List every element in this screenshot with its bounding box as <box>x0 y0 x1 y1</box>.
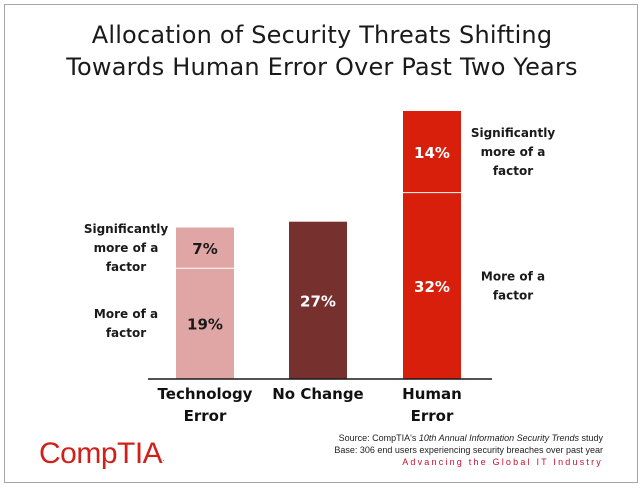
side-label: factor <box>493 288 533 302</box>
category-label: No Change <box>272 385 363 403</box>
source-note: Source: CompTIA's 10th Annual Informatio… <box>334 432 603 456</box>
source-prefix: Source: CompTIA's <box>338 433 419 443</box>
side-label: Significantly <box>471 126 556 140</box>
data-label: 27% <box>300 292 336 310</box>
bar-segment <box>403 111 461 193</box>
data-label: 7% <box>192 240 217 258</box>
slide: Allocation of Security Threats Shifting … <box>4 4 638 483</box>
chart-title: Allocation of Security Threats Shifting … <box>5 19 639 83</box>
side-label: factor <box>106 326 146 340</box>
category-label: Technology <box>158 385 253 403</box>
side-label: factor <box>106 260 146 274</box>
category-label: Error <box>411 407 454 425</box>
side-label: more of a <box>94 241 159 255</box>
bar-segment <box>289 221 347 379</box>
side-label: more of a <box>481 145 546 159</box>
bar-segment <box>176 227 234 269</box>
logo-text: CompTIA <box>39 437 163 470</box>
data-label: 14% <box>414 144 450 162</box>
side-label: More of a <box>94 307 158 321</box>
title-line-1: Allocation of Security Threats Shifting <box>91 21 553 49</box>
source-suffix: study <box>578 433 603 443</box>
bar-segment <box>176 268 234 379</box>
source-italic: 10th Annual Information Security Trends <box>418 433 579 443</box>
tagline: Advancing the Global IT Industry <box>402 457 603 467</box>
bar-chart: 19% 7% 27% 32% 14% Technology Error No Change Hu… <box>84 111 556 425</box>
data-label: 19% <box>187 316 223 334</box>
logo-mark: . <box>162 454 164 463</box>
category-label: Error <box>184 407 227 425</box>
side-label: Significantly <box>84 222 169 236</box>
source-line: Source: CompTIA's 10th Annual Informatio… <box>334 432 603 444</box>
category-label: Human <box>402 385 462 403</box>
bar-segment <box>403 192 461 379</box>
data-label: 32% <box>414 278 450 296</box>
base-note: Base: 306 end users experiencing securit… <box>334 445 603 455</box>
comptia-logo: CompTIA. <box>39 437 164 471</box>
side-label: More of a <box>481 269 545 283</box>
title-line-2: Towards Human Error Over Past Two Years <box>66 53 578 81</box>
side-label: factor <box>493 164 533 178</box>
